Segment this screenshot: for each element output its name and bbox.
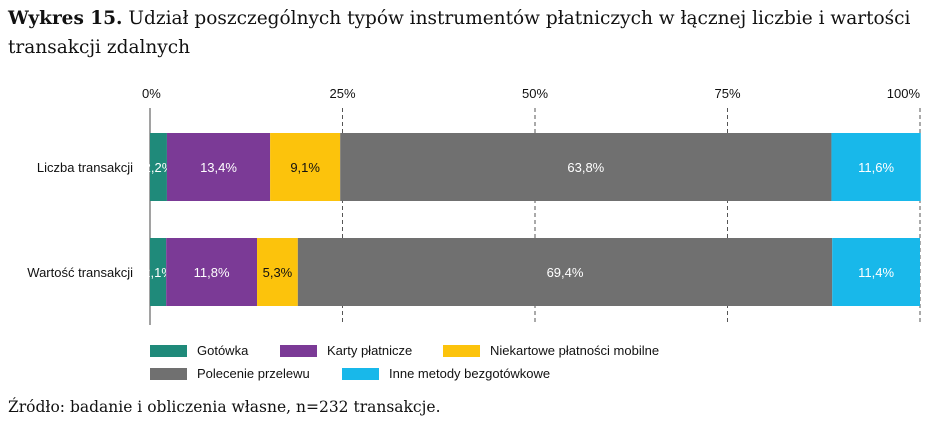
legend-swatch	[342, 367, 379, 380]
category-label: Wartość transakcji	[27, 265, 133, 280]
bar-segment	[257, 238, 298, 306]
legend-item: Niekartowe płatności mobilne	[443, 343, 659, 358]
bar-segment	[832, 238, 920, 306]
source-note: Źródło: badanie i obliczenia własne, n=2…	[8, 398, 441, 416]
legend-label: Gotówka	[197, 343, 249, 358]
bar-segment	[150, 133, 167, 201]
legend-label: Polecenie przelewu	[197, 366, 310, 381]
data-label: 63,8%	[567, 160, 604, 175]
chart-title-prefix: Wykres 15.	[8, 8, 123, 29]
x-tick-label: 75%	[714, 86, 740, 101]
data-label: 69,4%	[547, 265, 584, 280]
x-tick-label: 100%	[887, 86, 921, 101]
bar-segment	[831, 133, 921, 201]
legend-item: Karty płatnicze	[280, 343, 412, 358]
data-label: 13,4%	[200, 160, 237, 175]
bar-segment	[340, 133, 832, 201]
legend-swatch	[150, 367, 187, 380]
legend-swatch	[280, 344, 317, 357]
legend-swatch	[443, 344, 480, 357]
legend-item: Gotówka	[150, 343, 248, 358]
bar-segment	[270, 133, 341, 201]
bar-segment	[166, 238, 258, 306]
legend-label: Karty płatnicze	[327, 343, 413, 358]
stacked-bar-chart: 2,2% 13,4% 9,1% 63,8% 11,6% 2,1% 11,8% 5,3% 69,4…	[27, 86, 921, 325]
legend-swatch	[150, 344, 187, 357]
bar-segment	[166, 133, 271, 201]
x-tick-label: 50%	[522, 86, 548, 101]
data-label: 9,1%	[290, 160, 320, 175]
data-label: 11,4%	[858, 265, 894, 280]
data-label: 11,8%	[194, 265, 230, 280]
data-label: 2,2%	[144, 160, 174, 175]
bar-segment	[297, 238, 833, 306]
data-label: 2,1%	[143, 265, 173, 280]
legend-label: Inne metody bezgotówkowe	[389, 366, 551, 381]
x-tick-label: 0%	[142, 86, 161, 101]
legend-item: Inne metody bezgotówkowe	[342, 366, 550, 381]
chart-title-text: Udział poszczególnych typów instrumentów…	[8, 8, 911, 58]
chart-title: Wykres 15. Udział poszczególnych typów i…	[8, 4, 943, 62]
legend-item: Polecenie przelewu	[150, 366, 310, 381]
bar-segment	[150, 238, 167, 306]
data-label: 5,3%	[263, 265, 293, 280]
category-label: Liczba transakcji	[37, 160, 133, 175]
legend-label: Niekartowe płatności mobilne	[490, 343, 660, 358]
data-label: 11,6%	[858, 160, 894, 175]
x-tick-label: 25%	[329, 86, 355, 101]
